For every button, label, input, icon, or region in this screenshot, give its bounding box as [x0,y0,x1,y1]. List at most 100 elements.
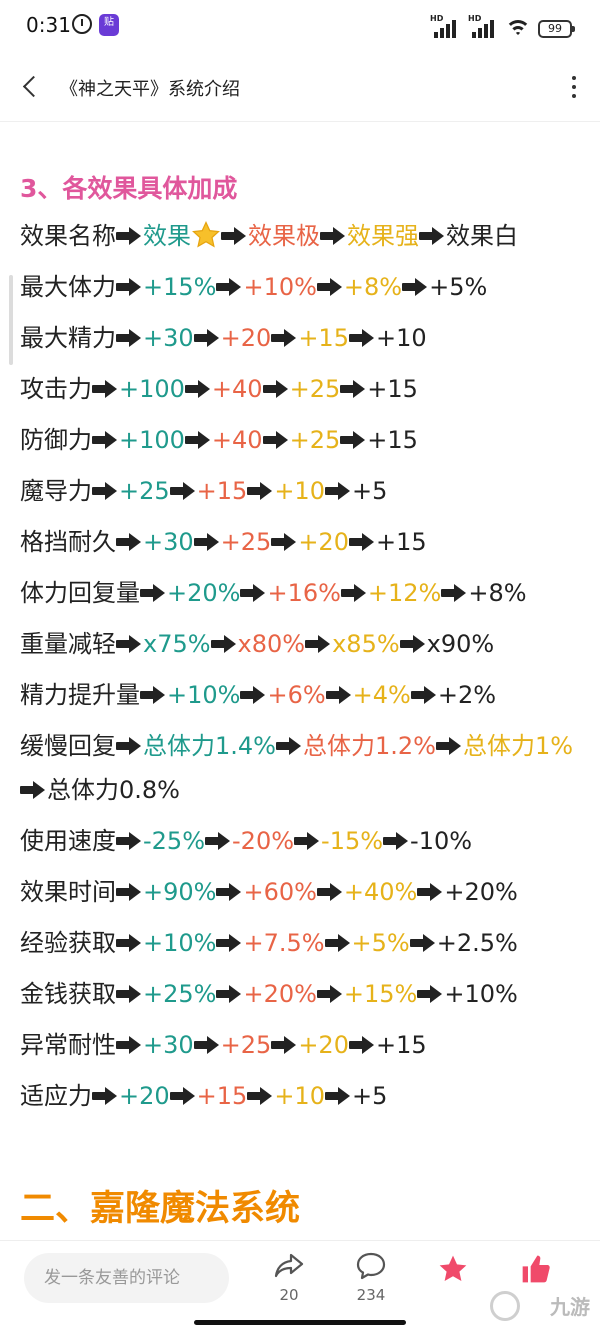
effect-name: 重量减轻 [20,630,116,658]
tier2-value: 效果极 [248,222,320,250]
tier4-value: +15 [375,1031,427,1059]
tier2-value: +7.5% [243,929,325,957]
tier3-value: +25 [289,375,341,403]
arrow-right-icon [116,984,143,1003]
effect-name: 最大精力 [20,324,116,352]
tier2-value: +40 [211,426,263,454]
arrow-right-icon [193,328,221,347]
tier1-value: +20% [167,579,241,607]
arrow-right-icon [116,634,143,653]
scrollbar[interactable] [9,275,13,365]
tier3-value: +4% [352,681,411,709]
tier4-value: +5 [351,477,388,505]
arrow-right-icon [399,634,427,653]
arrow-right-icon [417,984,444,1003]
favorite-star-icon [439,1255,467,1281]
tier3-value: +12% [367,579,442,607]
arrow-right-icon [340,379,367,398]
status-time: 0:31 [26,13,71,37]
effect-row: 使用速度 -25% -20% -15% -10% [20,819,590,863]
arrow-right-icon [262,379,290,398]
arrow-right-icon [116,532,143,551]
comment-button[interactable]: 234 [343,1251,399,1311]
arrow-right-icon [325,685,353,704]
effect-name: 经验获取 [20,929,116,957]
arrow-right-icon [247,481,274,500]
arrow-right-icon [324,481,352,500]
effect-name: 金钱获取 [20,980,116,1008]
star-icon [192,220,220,247]
tier1-value: x75% [143,630,211,658]
arrow-right-icon [116,1035,143,1054]
share-count: 20 [279,1286,299,1304]
arrow-right-icon [316,984,344,1003]
tier4-value: x90% [426,630,495,658]
arrow-right-icon [324,1086,352,1105]
effect-row: 体力回复量 +20% +16% +12% +8% [20,571,590,615]
tier3-value: +8% [343,273,403,301]
arrow-right-icon [275,736,303,755]
arrow-right-icon [340,430,367,449]
effect-row: 魔导力 +25 +15 +10 +5 [20,469,590,513]
tier4-value: +15 [367,375,418,403]
app-notification-icon: 贴 [99,14,119,36]
favorite-button[interactable] [425,1251,481,1311]
arrow-right-icon [116,226,143,245]
arrow-right-icon [193,1035,221,1054]
arrow-right-icon [184,430,212,449]
tier4-value: +10 [375,324,427,352]
tier3-value: x85% [332,630,400,658]
effect-row: 金钱获取 +25% +20% +15% +10% [20,972,590,1016]
arrow-right-icon [435,736,463,755]
tier2-value: +25 [220,1031,272,1059]
tier2-value: +15 [196,1082,248,1110]
share-button[interactable]: 20 [261,1251,317,1311]
tier3-value: +15% [343,980,418,1008]
tier3-value: +5% [351,929,410,957]
tier3-value: +20 [298,528,349,556]
effect-name: 使用速度 [20,827,116,855]
comment-count: 234 [356,1286,386,1304]
arrow-right-icon [417,882,444,901]
app-header: 《神之天平》系统介绍 [0,52,600,122]
tier2-value: +10% [243,273,317,301]
arrow-right-icon [271,1035,298,1054]
arrow-right-icon [205,831,232,850]
tier4-value: +8% [468,579,527,607]
tier4-value: +5 [351,1082,388,1110]
arrow-right-icon [140,583,167,602]
tier1-value: +90% [143,878,217,906]
arrow-right-icon [271,328,298,347]
arrow-right-icon [216,984,243,1003]
arrow-right-icon [116,277,143,296]
tier3-value: 效果强 [347,222,419,250]
tier1-value: +30 [143,528,194,556]
thumbs-up-icon [522,1255,550,1283]
tier4-value: +2.5% [436,929,518,957]
tier2-value: +25 [220,528,272,556]
arrow-right-icon [316,882,344,901]
arrow-right-icon [240,685,267,704]
tier3-value: +10 [274,1082,325,1110]
section-title: 3、各效果具体加成 [20,174,238,203]
tier1-value: +10% [143,929,217,957]
tier4-value: -10% [410,827,473,855]
like-button[interactable] [508,1251,564,1311]
tier1-value: +20 [119,1082,170,1110]
tier1-value: 总体力1.4% [143,732,276,760]
more-icon[interactable] [566,72,582,102]
effect-name: 格挡耐久 [20,528,116,556]
tier3-value: 总体力1% [462,732,574,760]
comment-input[interactable]: 发一条友善的评论 [24,1253,229,1303]
arrow-right-icon [116,933,143,952]
tier4-value: +15 [375,528,427,556]
effect-row: 最大精力 +30 +20 +15 +10 [20,316,590,360]
status-bar: 0:31 贴 HD HD 99 [0,0,600,52]
home-indicator[interactable] [194,1320,406,1325]
arrow-right-icon [216,933,243,952]
effect-row: 效果名称 效果 效果极 效果强 效果白 [20,214,590,258]
signal-icon: HD [430,14,460,38]
back-arrow-icon[interactable] [14,70,46,104]
arrow-right-icon [92,1086,119,1105]
effect-row: 重量减轻 x75% x80% x85% x90% [20,622,590,666]
